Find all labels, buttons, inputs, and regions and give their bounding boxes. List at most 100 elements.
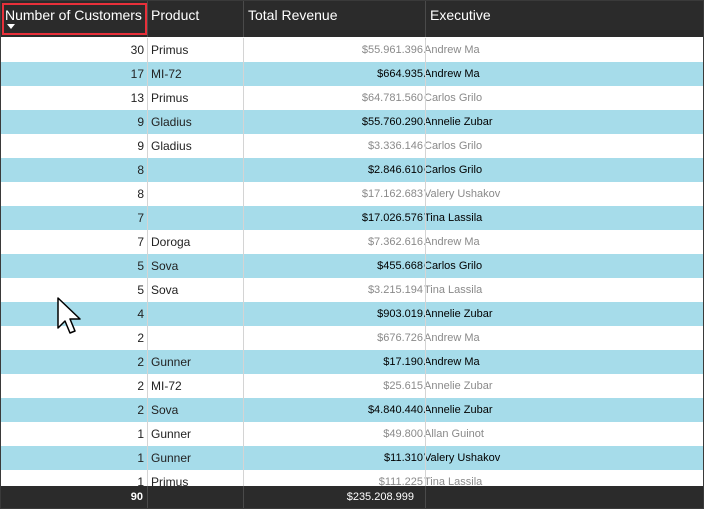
cell-total-revenue: $664.935 [377,68,423,80]
cell-product [151,326,241,350]
cell-product: Sova [151,259,179,273]
cell-executive: Carlos Grilo [424,92,483,104]
cell-product [151,206,241,230]
cell-number-of-customers: 7 [137,235,144,249]
cell-executive: Tina Lassila [424,284,483,296]
column-divider [147,486,148,508]
cell-product: MI-72 [151,67,182,81]
column-header-label: Executive [430,7,491,23]
cell-product: Gladius [151,139,192,153]
column-divider [243,486,244,508]
cell-total-revenue: $17.162.683 [361,188,423,200]
column-header-number-of-customers[interactable]: Number of Customers [5,1,147,37]
table-row[interactable]: 17 MI-72 $664.935 Andrew Ma [1,62,703,86]
cell-total-revenue: $25.615 [383,380,423,392]
table-row[interactable]: 5 Sova $3.215.194 Tina Lassila [1,278,703,302]
cell-product [151,158,241,182]
cell-product: Gunner [151,451,192,465]
column-header-total-revenue[interactable]: Total Revenue [248,1,418,37]
column-gridline [243,38,244,486]
cell-total-revenue: $4.840.440 [367,404,423,416]
cell-total-revenue: $111.225 [378,476,423,486]
column-gridline [425,38,426,486]
cell-number-of-customers: 9 [137,139,144,153]
cell-product: MI-72 [151,379,182,393]
cell-product: Gladius [151,115,192,129]
cell-executive: Valery Ushakov [424,188,501,200]
table-row[interactable]: 2 $676.726 Andrew Ma [1,326,703,350]
sort-descending-icon[interactable] [7,24,15,29]
column-divider[interactable] [425,1,426,37]
column-divider[interactable] [147,1,148,37]
cell-executive: Andrew Ma [424,356,480,368]
table-row[interactable]: 2 Gunner $17.190 Andrew Ma [1,350,703,374]
cell-total-revenue: $11.310 [384,452,423,464]
table-row[interactable]: 8 $2.846.610 Carlos Grilo [1,158,703,182]
cell-total-revenue: $7.362.616 [367,236,423,248]
table-row[interactable]: 9 Gladius $3.336.146 Carlos Grilo [1,134,703,158]
cell-number-of-customers: 17 [130,67,144,81]
cell-number-of-customers: 9 [137,115,144,129]
table-row[interactable]: 2 MI-72 $25.615 Annelie Zubar [1,374,703,398]
cell-number-of-customers: 2 [137,403,144,417]
cell-executive: Annelie Zubar [424,116,493,128]
cell-number-of-customers: 30 [130,43,144,57]
table-header: Number of Customers Product Total Revenu… [1,1,703,37]
cell-product: Doroga [151,235,191,249]
column-header-label: Total Revenue [248,7,338,23]
cell-executive: Andrew Ma [424,44,480,56]
cell-executive: Andrew Ma [424,332,480,344]
column-gridline [147,38,148,486]
column-header-label: Product [151,7,200,23]
cell-product [151,302,241,326]
cell-executive: Valery Ushakov [424,452,501,464]
table-row[interactable]: 9 Gladius $55.760.290 Annelie Zubar [1,110,703,134]
table-row[interactable]: 7 Doroga $7.362.616 Andrew Ma [1,230,703,254]
column-header-label: Number of Customers [5,7,142,23]
cell-product [151,182,241,206]
cell-total-revenue: $455.668 [377,260,423,272]
cell-product: Primus [151,91,189,105]
table-row[interactable]: 4 $903.019 Annelie Zubar [1,302,703,326]
table-row[interactable]: 7 $17.026.576 Tina Lassila [1,206,703,230]
column-header-product[interactable]: Product [151,1,241,37]
cell-number-of-customers: 1 [137,427,144,441]
cell-number-of-customers: 1 [137,451,144,465]
cell-number-of-customers: 2 [137,355,144,369]
table-body: 30 Primus $55.961.396 Andrew Ma 17 MI-72 $664.… [1,38,703,486]
table-row[interactable]: 13 Primus $64.781.560 Carlos Grilo [1,86,703,110]
cell-executive: Annelie Zubar [424,380,493,392]
cell-executive: Annelie Zubar [424,404,493,416]
cell-product: Sova [151,283,179,297]
table-row[interactable]: 5 Sova $455.668 Carlos Grilo [1,254,703,278]
cell-executive: Andrew Ma [424,68,480,80]
table-row[interactable]: 1 Primus $111.225 Tina Lassila [1,470,703,486]
table-row[interactable]: 1 Gunner $11.310 Valery Ushakov [1,446,703,470]
cell-total-revenue: $64.781.560 [361,92,423,104]
cell-number-of-customers: 5 [137,283,144,297]
cell-total-revenue: $49.800 [383,428,423,440]
cell-total-revenue: $903.019 [377,308,423,320]
totals-row: 90 $235.208.999 [1,486,703,508]
cell-product: Gunner [151,355,192,369]
table-row[interactable]: 2 Sova $4.840.440 Annelie Zubar [1,398,703,422]
cell-total-revenue: $2.846.610 [367,164,423,176]
cell-total-revenue: $17.190 [383,356,423,368]
cell-executive: Tina Lassila [424,212,483,224]
cell-executive: Annelie Zubar [424,308,493,320]
cell-total-revenue: $676.726 [377,332,423,344]
column-divider[interactable] [243,1,244,37]
column-header-executive[interactable]: Executive [430,1,630,37]
cell-total-revenue: $17.026.576 [361,212,423,224]
cell-executive: Tina Lassila [424,476,483,486]
table-row[interactable]: 30 Primus $55.961.396 Andrew Ma [1,38,703,62]
cell-executive: Carlos Grilo [424,140,483,152]
sort-highlight-box [2,3,147,35]
cell-number-of-customers: 2 [137,379,144,393]
table-row[interactable]: 8 $17.162.683 Valery Ushakov [1,182,703,206]
table-row[interactable]: 1 Gunner $49.800 Allan Guinot [1,422,703,446]
cell-total-revenue: $55.760.290 [361,116,423,128]
total-revenue: $235.208.999 [346,491,414,503]
cell-total-revenue: $55.961.396 [361,44,423,56]
